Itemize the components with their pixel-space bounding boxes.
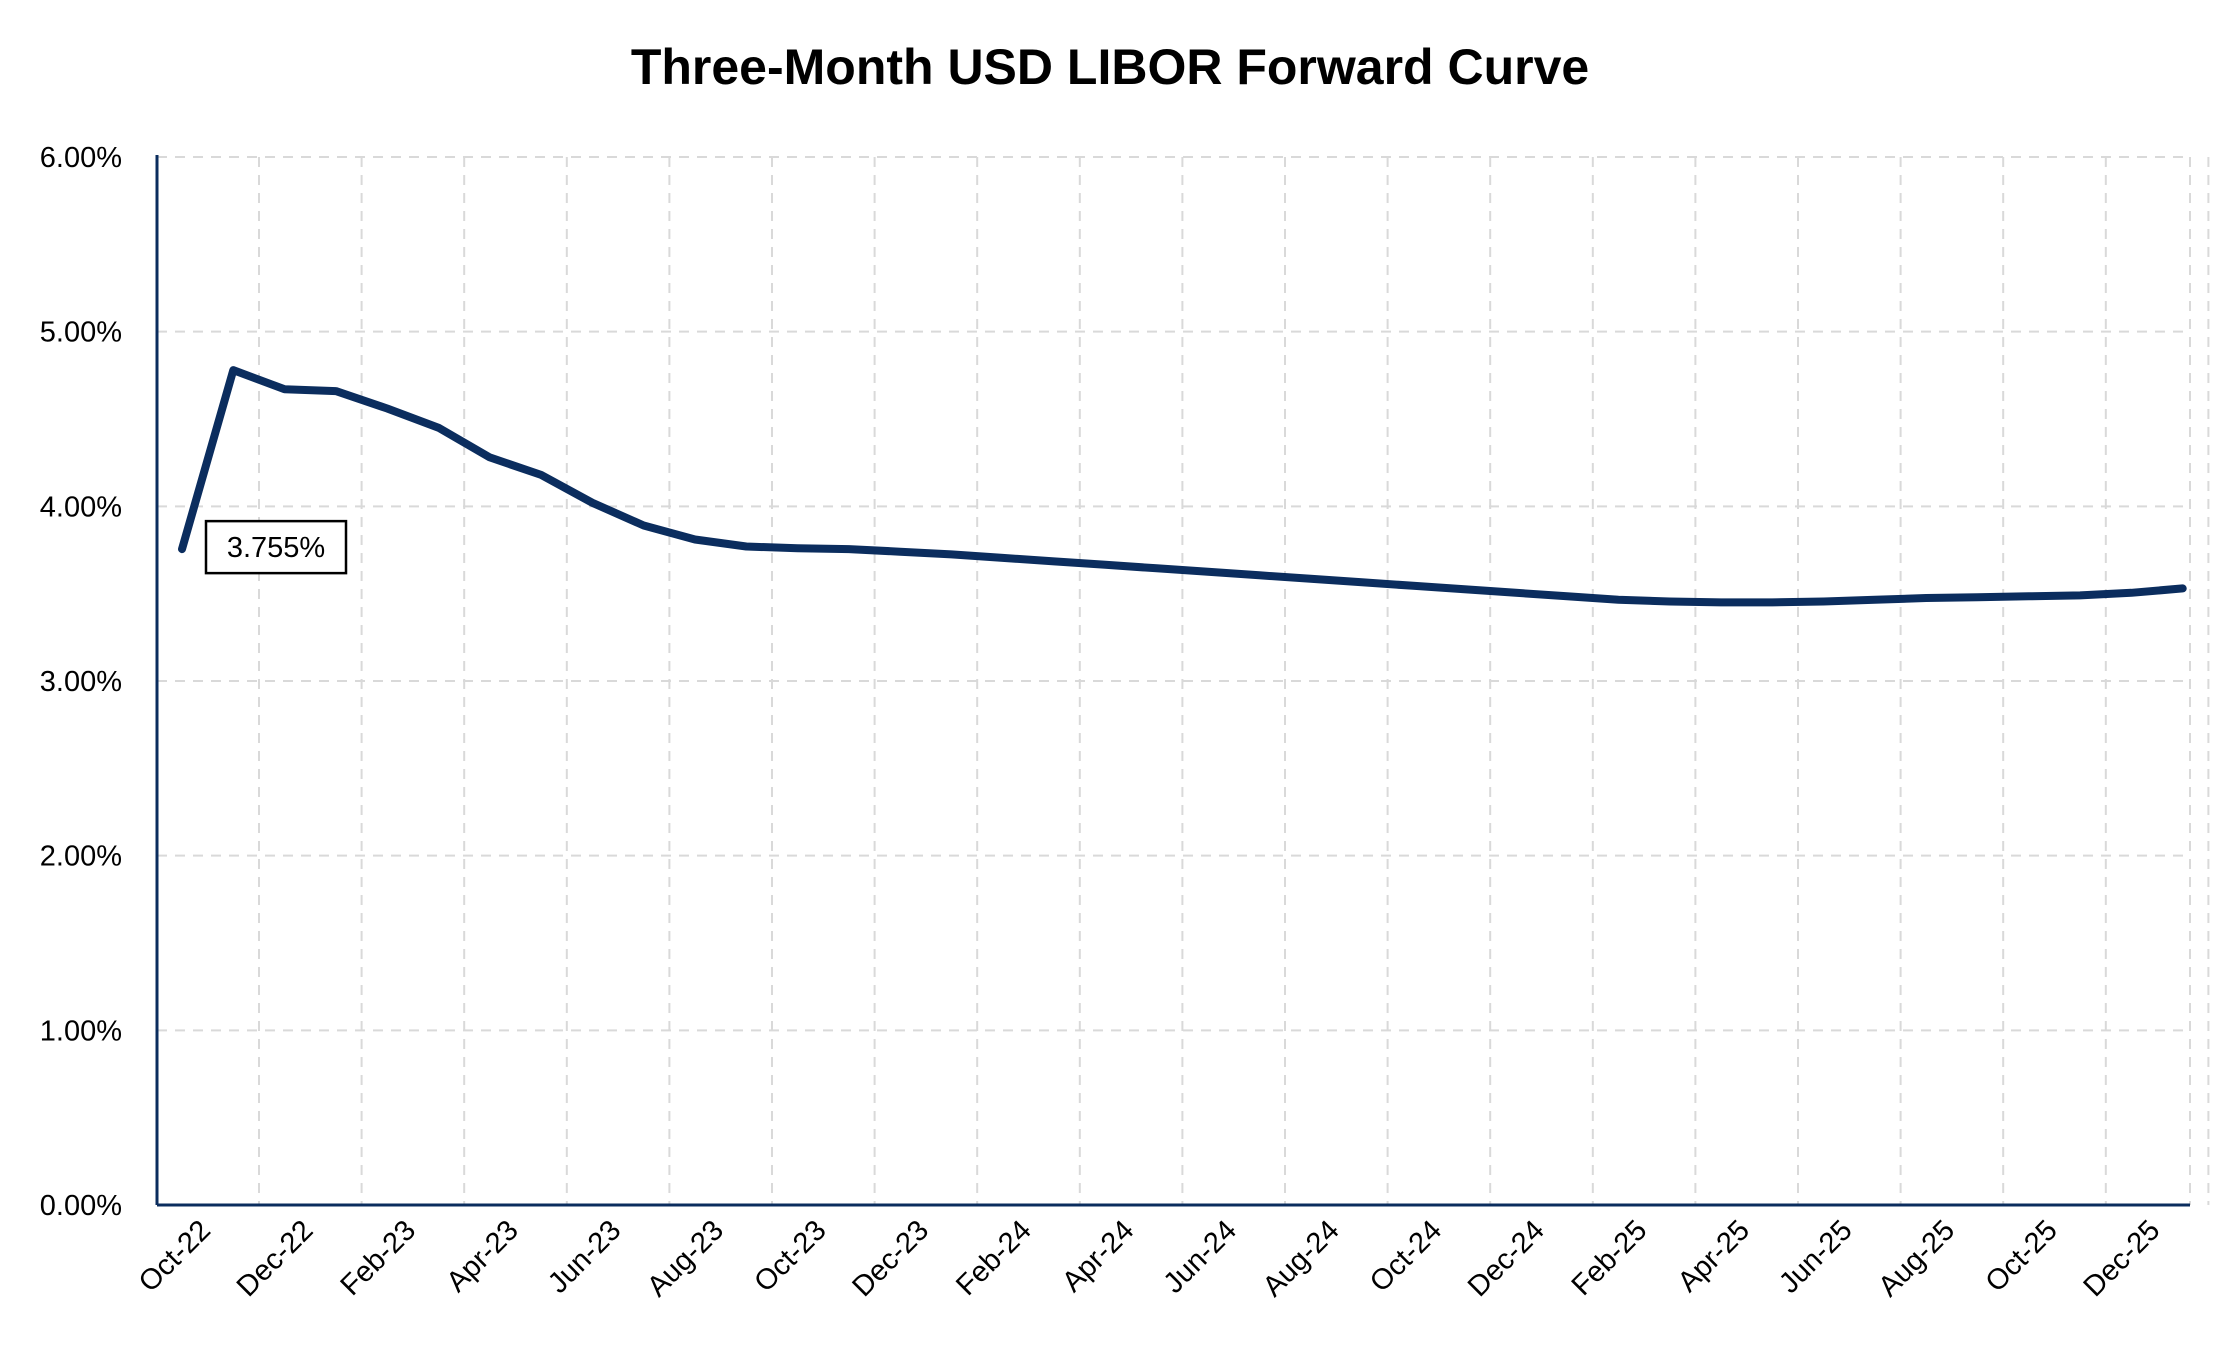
x-tick-label: Feb-24 [950, 1214, 1038, 1302]
series-line [178, 366, 2187, 607]
x-tick-label: Feb-23 [335, 1214, 423, 1302]
x-tick-labels: Oct-22 Dec-22 Feb-23 Apr-23 Jun-23 Aug-23 Oct-… [133, 1214, 2167, 1303]
y-tick-label: 4.00% [40, 491, 122, 523]
y-tick-label: 5.00% [40, 317, 122, 349]
x-tick-label: Dec-22 [231, 1214, 320, 1303]
x-tick-label: Jun-25 [1773, 1214, 1858, 1299]
y-tick-label: 1.00% [40, 1015, 122, 1047]
x-tick-label: Oct-25 [1980, 1214, 2064, 1298]
y-tick-label: 0.00% [40, 1190, 122, 1222]
x-tick-label: Dec-24 [1462, 1214, 1551, 1303]
y-tick-labels: 0.00% 1.00% 2.00% 3.00% 4.00% 5.00% 6.00% [40, 142, 122, 1222]
x-tick-label: Oct-22 [133, 1214, 217, 1298]
x-tick-label: Oct-23 [748, 1214, 832, 1298]
y-tick-label: 6.00% [40, 142, 122, 174]
x-tick-label: Jun-23 [542, 1214, 627, 1299]
x-tick-label: Aug-23 [641, 1214, 730, 1303]
grid-layer [157, 156, 2210, 1205]
x-tick-label: Apr-25 [1672, 1214, 1756, 1298]
x-tick-label: Apr-24 [1056, 1214, 1140, 1298]
data-label-box [204, 519, 348, 575]
x-tick-label: Apr-23 [441, 1214, 525, 1298]
y-tick-label: 3.00% [40, 666, 122, 698]
axis-layer [155, 155, 2190, 1207]
y-tick-label: 2.00% [40, 841, 122, 873]
x-tick-label: Dec-25 [2078, 1214, 2167, 1303]
chart-title: Three-Month USD LIBOR Forward Curve [630, 39, 1590, 95]
series-layer [178, 366, 2187, 607]
x-tick-label: Feb-25 [1566, 1214, 1654, 1302]
x-tick-label: Jun-24 [1158, 1214, 1243, 1299]
annotation-layer: 3.755% [204, 519, 348, 575]
x-tick-label: Aug-24 [1257, 1214, 1346, 1303]
data-label-text: 3.755% [227, 532, 325, 564]
data-label: 3.755% [204, 519, 348, 575]
x-tick-label: Aug-25 [1872, 1214, 1961, 1303]
x-tick-label: Dec-23 [846, 1214, 935, 1303]
x-tick-label: Oct-24 [1364, 1214, 1448, 1298]
